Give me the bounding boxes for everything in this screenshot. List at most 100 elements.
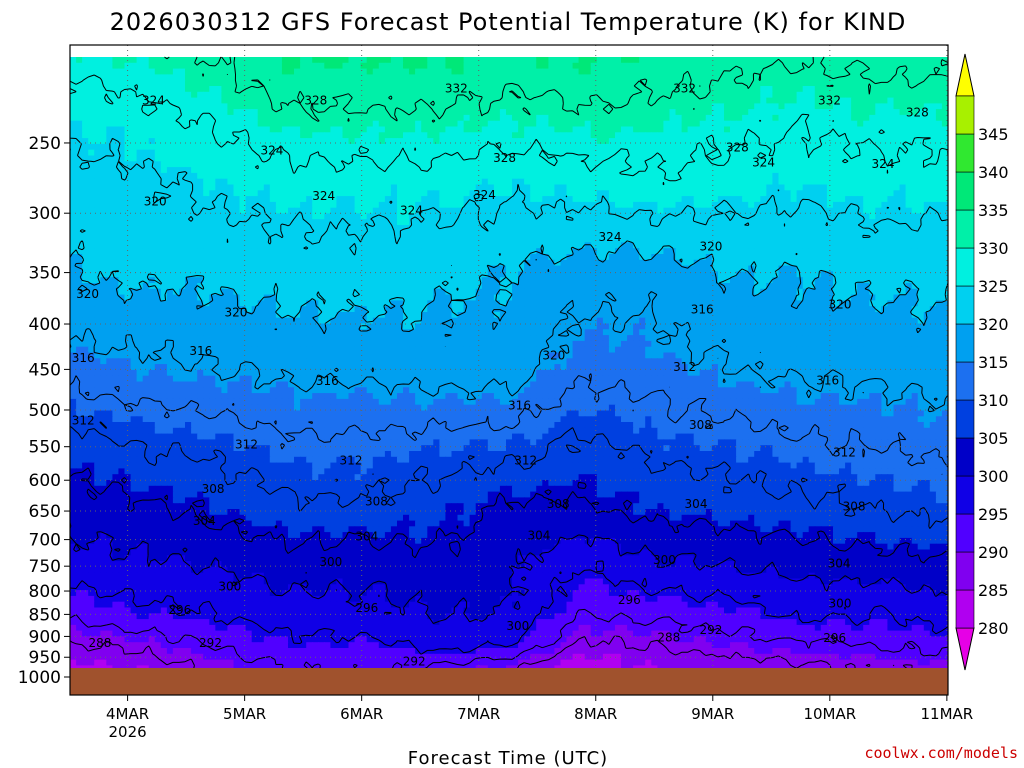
heat-cell xyxy=(390,74,398,81)
heat-cell xyxy=(197,120,204,128)
heat-cell xyxy=(142,132,150,139)
heat-cell xyxy=(760,190,767,197)
heat-cell xyxy=(608,68,616,75)
heat-cell xyxy=(106,97,113,104)
heat-cell xyxy=(845,178,852,186)
heat-cell xyxy=(905,80,913,87)
heat-cell xyxy=(863,190,870,197)
heat-cell xyxy=(615,213,622,220)
heat-cell xyxy=(288,236,295,243)
heat-cell xyxy=(409,138,416,145)
heat-cell xyxy=(748,120,755,128)
heat-cell xyxy=(566,74,574,81)
heat-cell xyxy=(814,62,822,70)
heat-cell xyxy=(554,167,562,174)
heat-cell xyxy=(269,248,277,255)
heat-cell xyxy=(330,57,338,64)
heat-cell xyxy=(124,184,132,191)
heat-cell xyxy=(354,138,362,145)
heat-cell xyxy=(457,155,465,162)
heat-cell xyxy=(118,225,126,232)
heat-cell xyxy=(633,120,640,128)
heat-cell xyxy=(754,225,761,232)
heat-cell xyxy=(427,242,434,249)
heat-cell xyxy=(354,143,362,151)
heat-cell xyxy=(802,126,810,133)
heat-cell xyxy=(136,57,144,64)
heat-cell xyxy=(542,161,549,168)
heat-cell xyxy=(397,68,404,75)
heat-cell xyxy=(675,120,683,128)
heat-cell xyxy=(917,230,925,238)
heat-cell xyxy=(239,242,247,249)
heat-cell xyxy=(415,149,422,157)
heat-cell xyxy=(427,103,434,110)
heat-cell xyxy=(269,190,277,197)
heat-cell xyxy=(935,230,943,238)
heat-cell xyxy=(403,143,410,151)
heat-cell xyxy=(100,126,107,133)
heat-cell xyxy=(475,86,483,93)
heat-cell xyxy=(142,114,150,122)
heat-cell xyxy=(481,68,489,75)
heat-cell xyxy=(651,114,658,122)
heat-cell xyxy=(136,207,144,215)
heat-cell xyxy=(814,196,822,203)
heat-cell xyxy=(887,248,895,255)
heat-cell xyxy=(711,190,719,197)
heat-cell xyxy=(94,74,101,81)
heat-cell xyxy=(148,172,156,180)
heat-cell xyxy=(360,172,368,180)
heat-cell xyxy=(857,80,864,87)
heat-cell xyxy=(360,201,368,209)
heat-cell xyxy=(397,236,404,243)
heat-cell xyxy=(360,248,368,255)
heat-cell xyxy=(360,242,368,249)
heat-cell xyxy=(657,172,665,180)
heat-cell xyxy=(257,126,265,133)
heat-cell xyxy=(70,126,77,133)
heat-cell xyxy=(300,74,307,81)
heat-cell xyxy=(106,207,113,215)
heat-cell xyxy=(172,109,180,116)
heat-cell xyxy=(106,213,113,220)
heat-cell xyxy=(651,80,658,87)
heat-cell xyxy=(445,68,453,75)
heat-cell xyxy=(711,225,719,232)
heat-cell xyxy=(251,155,259,162)
heat-cell xyxy=(409,248,416,255)
heat-cell xyxy=(699,161,707,168)
heat-cell xyxy=(366,126,374,133)
heat-cell xyxy=(185,86,192,93)
heat-cell xyxy=(717,86,725,93)
heat-cell xyxy=(566,213,574,220)
heat-cell xyxy=(651,143,658,151)
heat-cell xyxy=(772,109,780,116)
heat-cell xyxy=(893,190,901,197)
heat-cell xyxy=(742,236,749,243)
heat-cell xyxy=(239,219,247,226)
heat-cell xyxy=(76,97,83,104)
heat-cell xyxy=(451,155,459,162)
heat-cell xyxy=(639,242,646,249)
heat-cell xyxy=(269,86,277,93)
heat-cell xyxy=(778,103,786,110)
heat-cell xyxy=(136,254,144,261)
heat-cell xyxy=(294,68,301,75)
heat-cell xyxy=(106,68,113,75)
heat-cell xyxy=(512,143,519,151)
heat-cell xyxy=(839,91,846,99)
heat-cell xyxy=(179,207,186,215)
heat-cell xyxy=(148,126,156,133)
heat-cell xyxy=(820,103,828,110)
heat-cell xyxy=(602,143,610,151)
heat-cell xyxy=(354,167,362,174)
heat-cell xyxy=(796,80,804,87)
heat-cell xyxy=(796,196,804,203)
heat-cell xyxy=(294,161,301,168)
heat-cell xyxy=(596,126,604,133)
heat-cell xyxy=(499,74,507,81)
heat-cell xyxy=(324,103,331,110)
heat-cell xyxy=(172,178,180,186)
heat-cell xyxy=(251,126,259,133)
